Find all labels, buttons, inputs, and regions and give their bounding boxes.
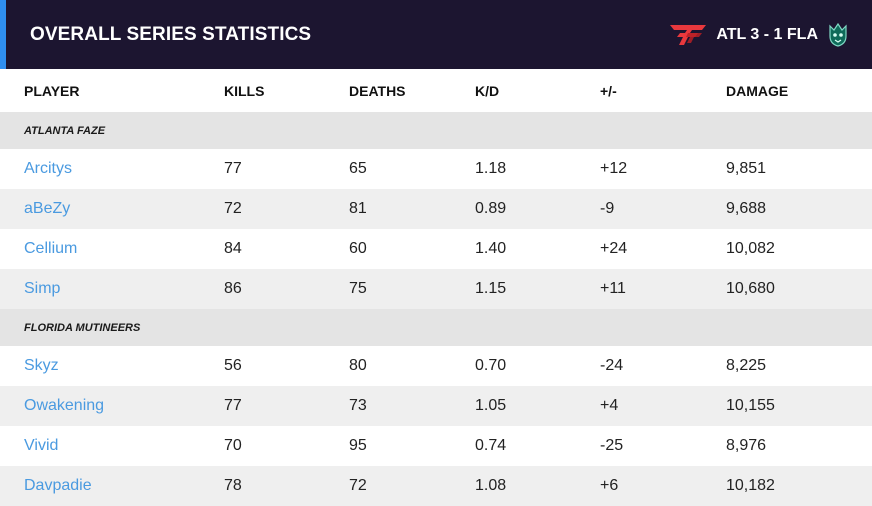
stats-header: OVERALL SERIES STATISTICS ATL 3 - 1 FLA	[0, 0, 872, 69]
damage-cell: 8,225	[726, 357, 767, 374]
team-group-row: FLORIDA MUTINEERS	[0, 309, 872, 346]
table-row: Skyz 56 80 0.70 -24 8,225	[0, 346, 872, 386]
column-header-kills[interactable]: KILLS	[200, 69, 325, 112]
atlanta-faze-logo-icon	[668, 23, 708, 47]
kills-cell: 72	[200, 189, 325, 229]
kills-cell: 84	[224, 240, 242, 257]
kills-cell: 86	[200, 269, 325, 309]
table-row: Cellium 84 60 1.40 +24 10,082	[0, 229, 872, 269]
kills-cell: 77	[200, 386, 325, 426]
team-name: ATLANTA FAZE	[0, 112, 872, 149]
table-row: Vivid 70 95 0.74 -25 8,976	[0, 426, 872, 466]
team-group-row: ATLANTA FAZE	[0, 112, 872, 149]
player-link[interactable]: Arcitys	[24, 160, 72, 177]
deaths-cell: 73	[325, 386, 451, 426]
kd-cell: 1.05	[451, 386, 576, 426]
deaths-cell: 72	[325, 466, 451, 506]
table-row: Davpadie 78 72 1.08 +6 10,182	[0, 466, 872, 506]
plus-minus-cell: -9	[576, 189, 702, 229]
florida-mutineers-logo-icon	[826, 22, 850, 48]
player-link[interactable]: Vivid	[24, 437, 59, 454]
damage-cell: 9,851	[726, 160, 767, 177]
deaths-cell: 75	[325, 269, 451, 309]
table-row: Arcitys 77 65 1.18 +12 9,851	[0, 149, 872, 189]
player-link[interactable]: aBeZy	[0, 189, 200, 229]
deaths-cell: 60	[349, 240, 367, 257]
damage-cell: 9,688	[702, 189, 872, 229]
column-header-plus-minus[interactable]: +/-	[576, 69, 702, 112]
kd-cell: 0.74	[475, 437, 507, 454]
player-link[interactable]: Owakening	[0, 386, 200, 426]
table-row: Owakening 77 73 1.05 +4 10,155	[0, 386, 872, 426]
page-title: OVERALL SERIES STATISTICS	[30, 23, 312, 45]
column-header-deaths[interactable]: DEATHS	[325, 69, 451, 112]
plus-minus-cell: +6	[576, 466, 702, 506]
damage-cell: 10,182	[702, 466, 872, 506]
damage-cell: 10,082	[726, 240, 775, 257]
kills-cell: 77	[224, 160, 242, 177]
plus-minus-cell: +12	[600, 160, 628, 177]
plus-minus-cell: +24	[600, 240, 628, 257]
kd-cell: 0.70	[475, 357, 507, 374]
column-header-damage[interactable]: DAMAGE	[702, 69, 872, 112]
deaths-cell: 95	[349, 437, 367, 454]
score-text: ATL 3 - 1 FLA	[716, 25, 818, 43]
team-name: FLORIDA MUTINEERS	[0, 309, 872, 346]
series-score: ATL 3 - 1 FLA	[668, 22, 850, 48]
kd-cell: 1.40	[475, 240, 507, 257]
deaths-cell: 81	[325, 189, 451, 229]
player-link[interactable]: Simp	[0, 269, 200, 309]
deaths-cell: 80	[349, 357, 367, 374]
kills-cell: 70	[224, 437, 242, 454]
plus-minus-cell: +11	[576, 269, 702, 309]
kills-cell: 56	[224, 357, 242, 374]
damage-cell: 8,976	[726, 437, 767, 454]
kd-cell: 1.15	[451, 269, 576, 309]
column-header-kd[interactable]: K/D	[451, 69, 576, 112]
player-link[interactable]: Cellium	[24, 240, 78, 257]
player-link[interactable]: Davpadie	[0, 466, 200, 506]
plus-minus-cell: -25	[600, 437, 624, 454]
stats-table: PLAYER KILLS DEATHS K/D +/- DAMAGE ATLAN…	[0, 69, 872, 506]
table-header-row: PLAYER KILLS DEATHS K/D +/- DAMAGE	[0, 69, 872, 112]
kd-cell: 1.08	[451, 466, 576, 506]
player-link[interactable]: Skyz	[24, 357, 59, 374]
damage-cell: 10,680	[702, 269, 872, 309]
header-accent-bar	[0, 0, 6, 69]
kills-cell: 78	[200, 466, 325, 506]
table-row: Simp 86 75 1.15 +11 10,680	[0, 269, 872, 309]
deaths-cell: 65	[349, 160, 367, 177]
plus-minus-cell: -24	[600, 357, 624, 374]
damage-cell: 10,155	[702, 386, 872, 426]
column-header-player[interactable]: PLAYER	[0, 69, 200, 112]
kd-cell: 0.89	[451, 189, 576, 229]
kd-cell: 1.18	[475, 160, 507, 177]
plus-minus-cell: +4	[576, 386, 702, 426]
table-row: aBeZy 72 81 0.89 -9 9,688	[0, 189, 872, 229]
